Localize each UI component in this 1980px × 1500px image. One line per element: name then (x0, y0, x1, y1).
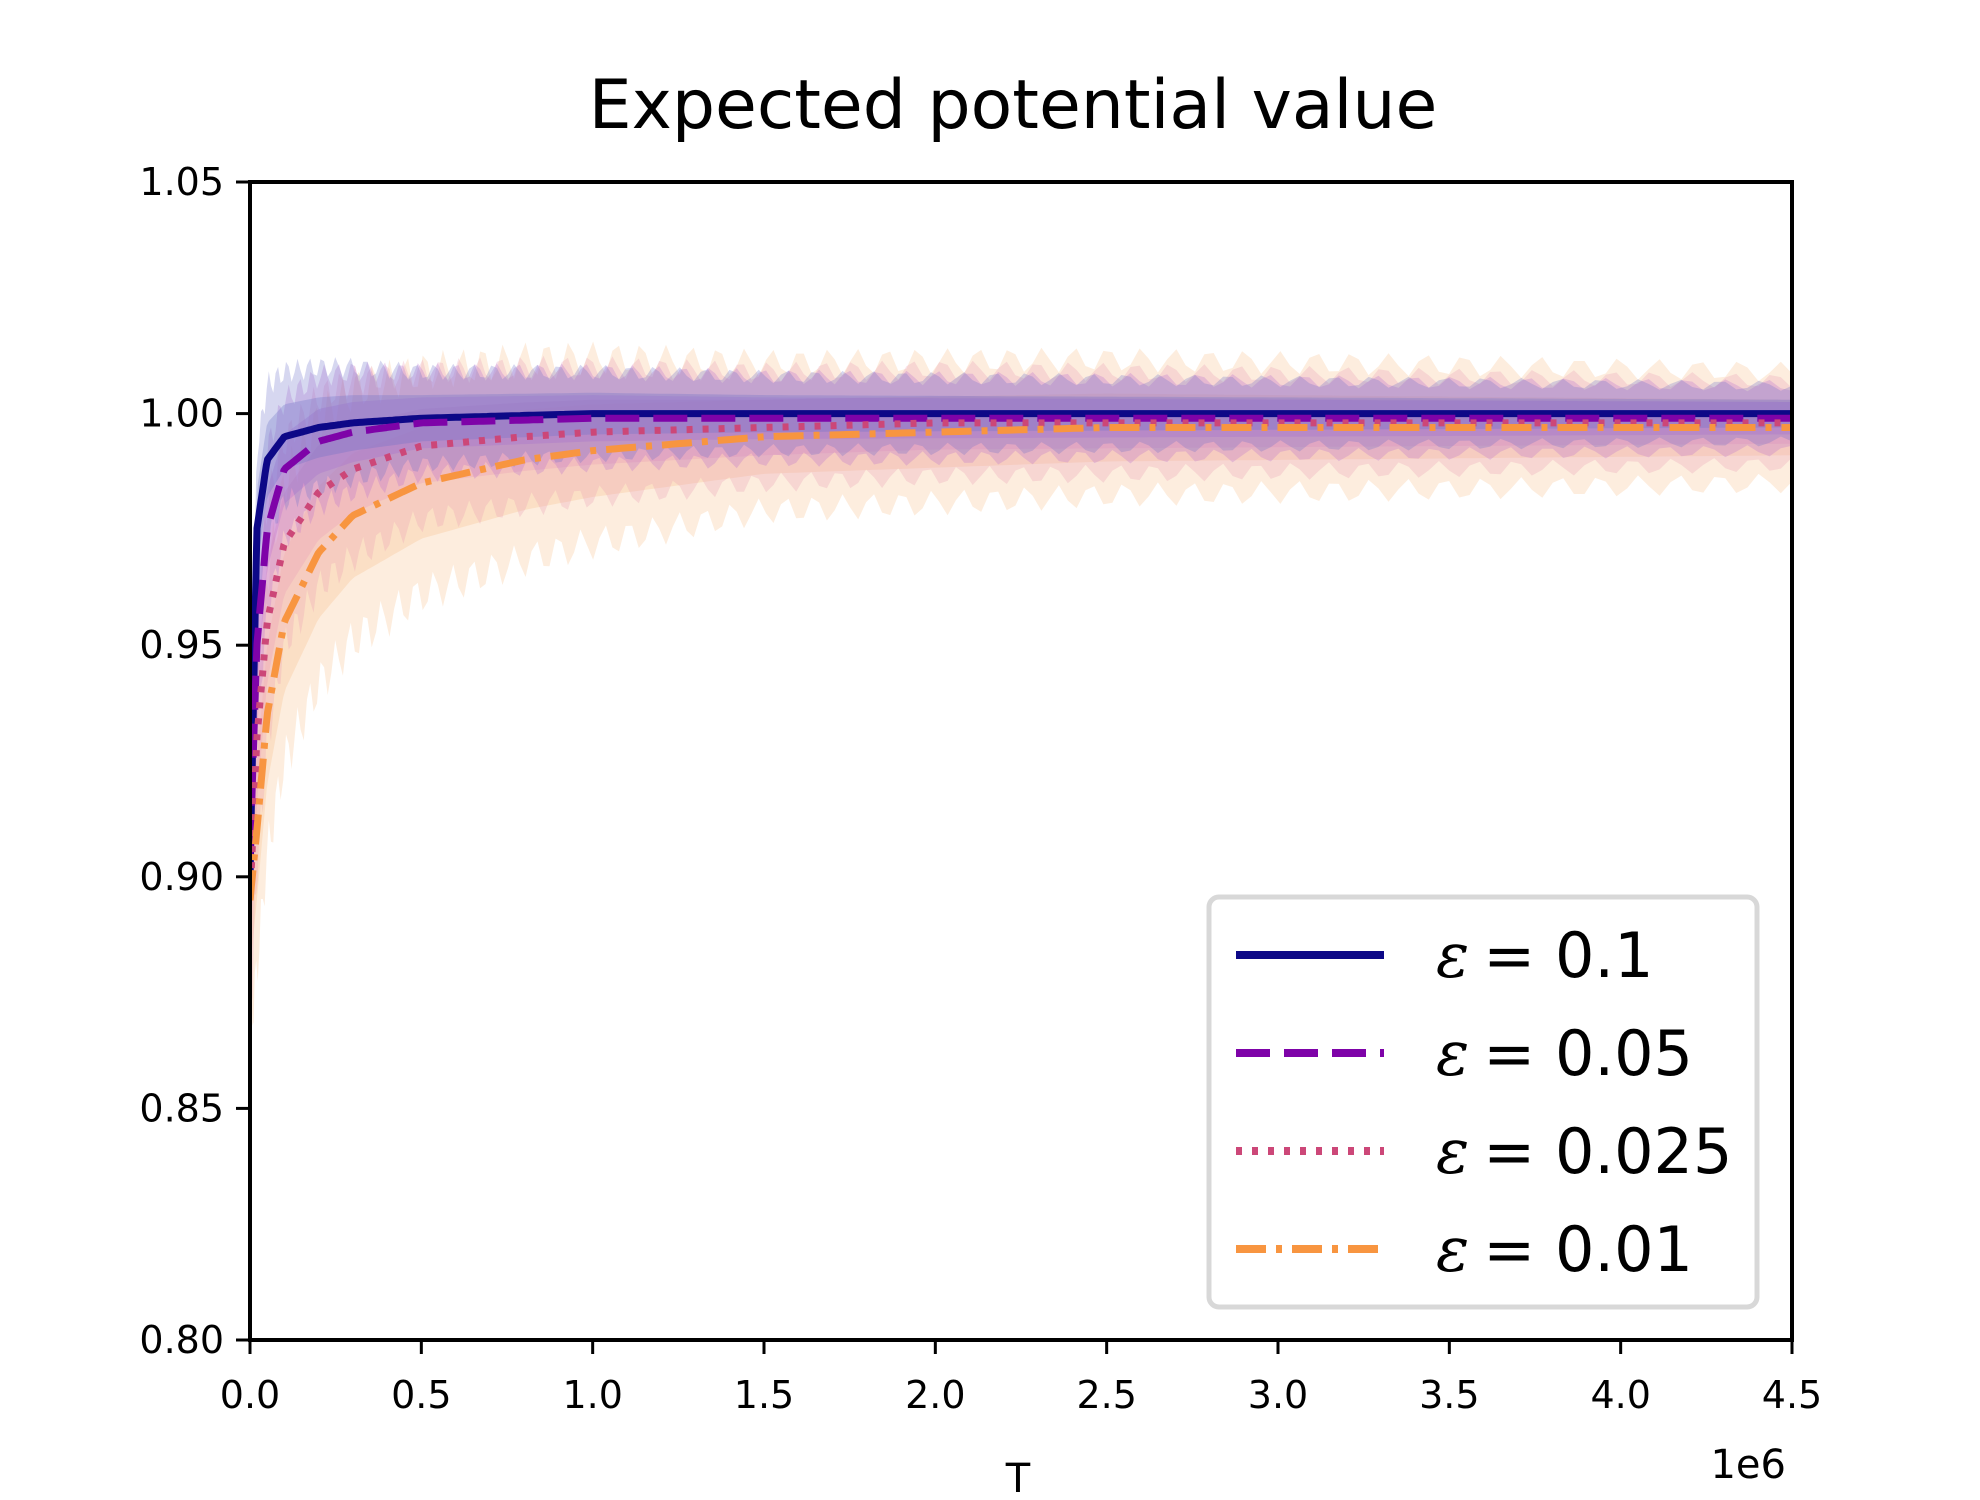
series-line (250, 424, 1792, 903)
legend-value: = 0.05 (1483, 1017, 1693, 1090)
y-tick-label: 0.90 (139, 855, 224, 899)
legend-label: ε = 0.01 (1436, 1213, 1693, 1286)
legend-epsilon-symbol: ε (1436, 1213, 1469, 1286)
series-lines (250, 410, 1792, 903)
legend-box (1206, 894, 1760, 1310)
x-axis-ticks: 0.0 0.5 1.0 1.5 2.0 2.5 3.0 3.5 4.0 4.5 (220, 1340, 1822, 1417)
y-tick-label: 0.85 (139, 1086, 224, 1130)
x-tick-label: 4.5 (1762, 1373, 1822, 1417)
legend-label: ε = 0.025 (1436, 1115, 1732, 1188)
chart-title: Expected potential value (589, 66, 1438, 145)
confidence-band-inner (250, 395, 1792, 900)
legend-value: = 0.01 (1483, 1213, 1693, 1286)
legend-epsilon-symbol: ε (1436, 1017, 1469, 1090)
legend-label: ε = 0.1 (1436, 919, 1654, 992)
y-tick-label: 0.95 (139, 623, 224, 667)
x-axis-label: T (1005, 1456, 1031, 1500)
legend-value: = 0.025 (1483, 1115, 1732, 1188)
x-tick-label: 0.0 (220, 1373, 280, 1417)
x-tick-label: 2.5 (1076, 1373, 1136, 1417)
y-tick-label: 1.00 (139, 392, 224, 436)
x-tick-label: 3.0 (1248, 1373, 1308, 1417)
confidence-band (250, 341, 1792, 1061)
x-tick-label: 2.0 (905, 1373, 965, 1417)
series-line (250, 419, 1792, 903)
y-tick-label: 1.05 (139, 160, 224, 204)
legend-epsilon-symbol: ε (1436, 919, 1469, 992)
x-tick-label: 1.0 (562, 1373, 622, 1417)
plot-frame (248, 180, 1794, 1342)
legend-label: ε = 0.05 (1436, 1017, 1693, 1090)
y-axis-ticks: 0.80 0.85 0.90 0.95 1.00 1.05 (139, 160, 250, 1362)
x-axis-offset-label: 1e6 (1710, 1442, 1786, 1488)
series-line (250, 410, 1792, 878)
x-tick-label: 4.0 (1590, 1373, 1650, 1417)
legend-epsilon-symbol: ε (1436, 1115, 1469, 1188)
x-tick-label: 3.5 (1419, 1373, 1479, 1417)
x-tick-label: 0.5 (391, 1373, 451, 1417)
x-tick-label: 1.5 (734, 1373, 794, 1417)
y-tick-label: 0.80 (139, 1318, 224, 1362)
legend-value: = 0.1 (1483, 919, 1653, 992)
